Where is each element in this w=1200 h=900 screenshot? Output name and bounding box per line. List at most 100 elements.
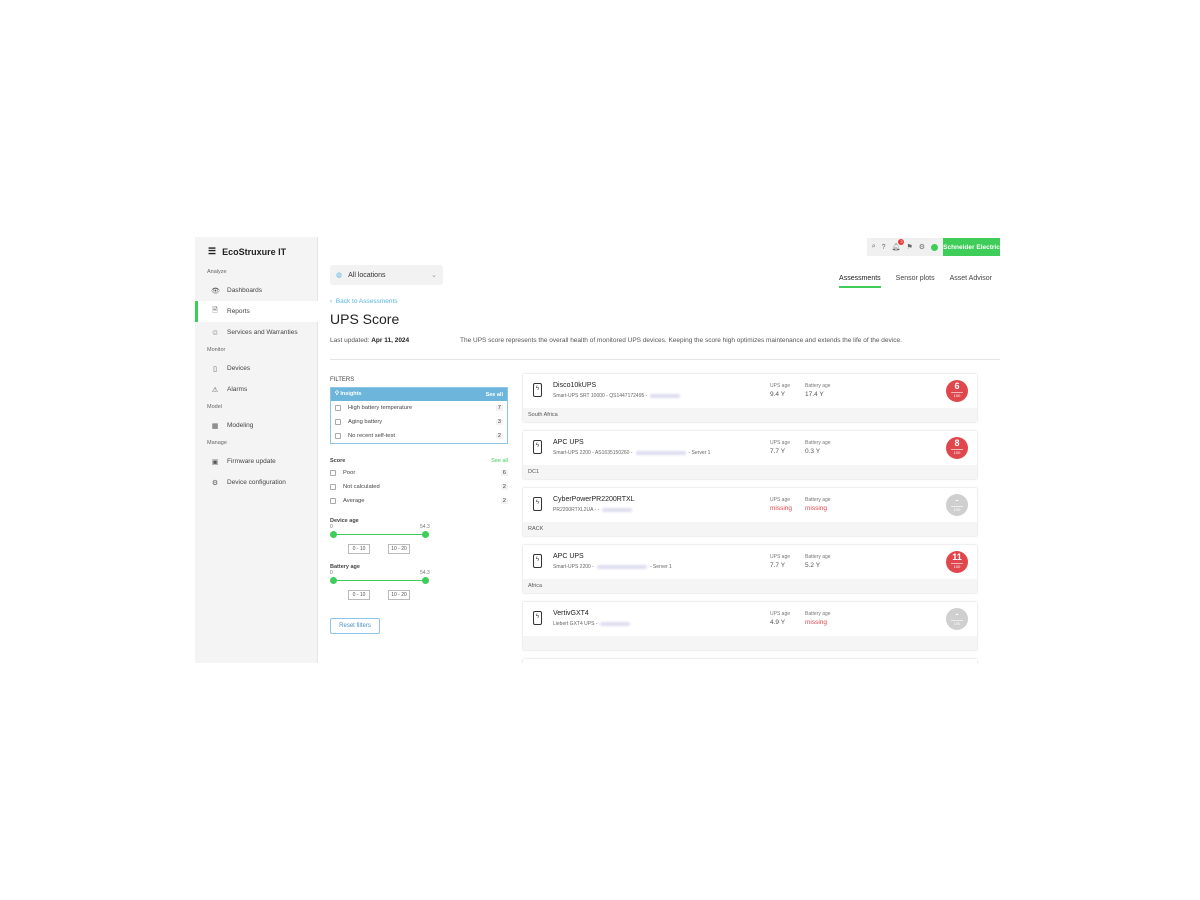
back-link-label: Back to Assessments [335,298,398,305]
device-location: South Africa [523,408,977,422]
hamburger-menu-icon[interactable]: ☰ [208,246,217,256]
filter-count: 2 [500,484,508,490]
filter-option-label: High battery temperature [348,405,413,411]
user-avatar[interactable] [931,243,938,251]
help-icon[interactable]: ? [881,243,886,251]
sidebar-item-reports[interactable]: 🗎 Reports [195,301,318,322]
ups-age: UPS age 7.7 Y [770,440,791,455]
sidebar-item-label: Alarms [227,386,248,393]
device-card[interactable]: ϟ Disco10kUPS Smart-UPS SRT 10000 - QS14… [523,374,977,422]
ups-device-icon: ϟ [533,497,542,511]
score-badge: -100 [946,494,968,516]
battery-age: Battery age missing [805,497,831,512]
filter-option[interactable]: Poor 6 [330,466,508,480]
firmware-icon: ▣ [211,458,219,466]
modeling-icon: ▦ [211,422,219,430]
checkbox[interactable] [335,405,341,411]
feedback-icon[interactable]: ⚑ [906,244,913,251]
sidebar-item-label: Reports [227,308,250,315]
sidebar-item-device-configuration[interactable]: ⚙ Device configuration [195,472,318,493]
brand-logo: EcoStruxure IT [222,246,287,257]
range-chip[interactable]: 10 - 20 [388,544,410,554]
slider-min: 0 [330,524,333,530]
checkbox[interactable] [330,484,336,490]
range-chip[interactable]: 10 - 20 [388,590,410,600]
device-name[interactable]: VertivGXT4 [553,610,589,617]
ups-device-icon: ϟ [533,611,542,625]
ups-age: UPS age 7.7 Y [770,554,791,569]
reset-filters-button[interactable]: Reset filters [330,618,380,634]
sidebar-item-label: Firmware update [227,458,276,465]
slider-min-handle[interactable] [330,531,337,538]
search-icon[interactable]: ⌕ [871,243,876,250]
schneider-logo: Schneider Electric [943,238,1000,256]
tab-sensor-plots[interactable]: Sensor plots [895,275,935,282]
filter-option[interactable]: Aging battery 3 [331,415,507,429]
device-name[interactable]: APC UPS [553,439,584,446]
tab-assessments[interactable]: Assessments [839,275,881,288]
device-name[interactable]: APC UPS [553,553,584,560]
range-chip[interactable]: 0 - 10 [348,590,370,600]
redacted-text [650,394,681,398]
last-updated-date: Apr 11, 2024 [371,337,410,344]
location-select[interactable]: ◍ All locations ⌄ [330,265,443,285]
ups-device-icon: ϟ [533,554,542,568]
filters-panel: FILTERS 💡︎ Insights See all High battery … [330,377,508,634]
device-card[interactable]: ϟ VertivGXT4 Liebert GXT4 UPS - UPS age 4… [523,602,977,650]
range-chip[interactable]: 0 - 10 [348,544,370,554]
eye-icon: 👁︎ [211,287,220,295]
gear-icon[interactable]: ⚙ [918,244,925,251]
checkbox[interactable] [330,498,336,504]
ups-age: UPS age missing [770,497,793,512]
device-details: PR2200RTXL2UA - - [553,507,635,513]
battery-age: Battery age 0.3 Y [805,440,831,455]
device-list: ϟ Disco10kUPS Smart-UPS SRT 10000 - QS14… [523,374,977,663]
sidebar-item-dashboards[interactable]: 👁︎ Dashboards [195,280,318,301]
score-badge: 11 100 [946,551,968,573]
filter-option[interactable]: Average 2 [330,494,508,508]
device-location: RACK [523,522,977,536]
sidebar-section-label: Monitor [207,347,226,353]
sidebar-item-alarms[interactable]: ⚠ Alarms [195,379,318,400]
device-card[interactable]: ϟ APC UPS Smart-UPS 2200 - AS1635150260 … [523,431,977,479]
battery-age: Battery age missing [805,611,831,626]
device-suffix: - Server 1 [688,450,711,456]
device-card[interactable]: ϟ CyberPowerPR2200RTXL PR2200RTXL2UA - -… [523,488,977,536]
back-link[interactable]: ‹ Back to Assessments [330,298,398,305]
filter-option[interactable]: Not calculated 2 [330,480,508,494]
sidebar-item-label: Modeling [227,422,254,429]
slider-max-handle[interactable] [422,577,429,584]
report-icon: 🗎 [212,307,218,314]
checkbox[interactable] [335,419,341,425]
tab-asset-advisor[interactable]: Asset Advisor [949,275,992,282]
redacted-text [635,451,686,455]
device-name[interactable]: CyberPowerPR2200RTXL [553,496,635,503]
redacted-text [600,622,631,626]
device-card[interactable] [523,659,977,663]
score-see-all[interactable]: See all [491,458,508,464]
bell-icon[interactable]: 🔔︎ 3 [891,239,905,251]
sidebar-item-modeling[interactable]: ▦ Modeling [195,415,318,436]
filter-option-label: No recent self-test [348,433,396,439]
checkbox[interactable] [335,433,341,439]
checkbox[interactable] [330,470,336,476]
sidebar-item-label: Devices [227,365,251,372]
sidebar-item-firmware-update[interactable]: ▣ Firmware update [195,451,318,472]
notification-badge: 3 [898,239,905,245]
slider-max-handle[interactable] [422,531,429,538]
sidebar-item-label: Device configuration [227,479,286,486]
device-card[interactable]: ϟ APC UPS Smart-UPS 2200 - - Server 1 UPS… [523,545,977,593]
filter-option-label: Poor [343,470,356,476]
slider-max: 54.3 [420,570,430,576]
sidebar-item-services-and-warranties[interactable]: ♲ Services and Warranties [195,322,318,343]
device-name[interactable]: Disco10kUPS [553,382,597,389]
device-age-slider[interactable]: 0 54.3 0 - 10 10 - 20 [330,524,508,554]
sidebar-item-devices[interactable]: ▯ Devices [195,358,318,379]
insights-see-all[interactable]: See all [485,391,503,398]
device-location [523,636,977,650]
filter-option[interactable]: High battery temperature 7 [331,401,507,415]
score-badge: -100 [946,608,968,630]
battery-age-slider[interactable]: 0 54.3 0 - 10 10 - 20 [330,570,508,600]
filter-option[interactable]: No recent self-test 2 [331,429,507,443]
slider-min-handle[interactable] [330,577,337,584]
